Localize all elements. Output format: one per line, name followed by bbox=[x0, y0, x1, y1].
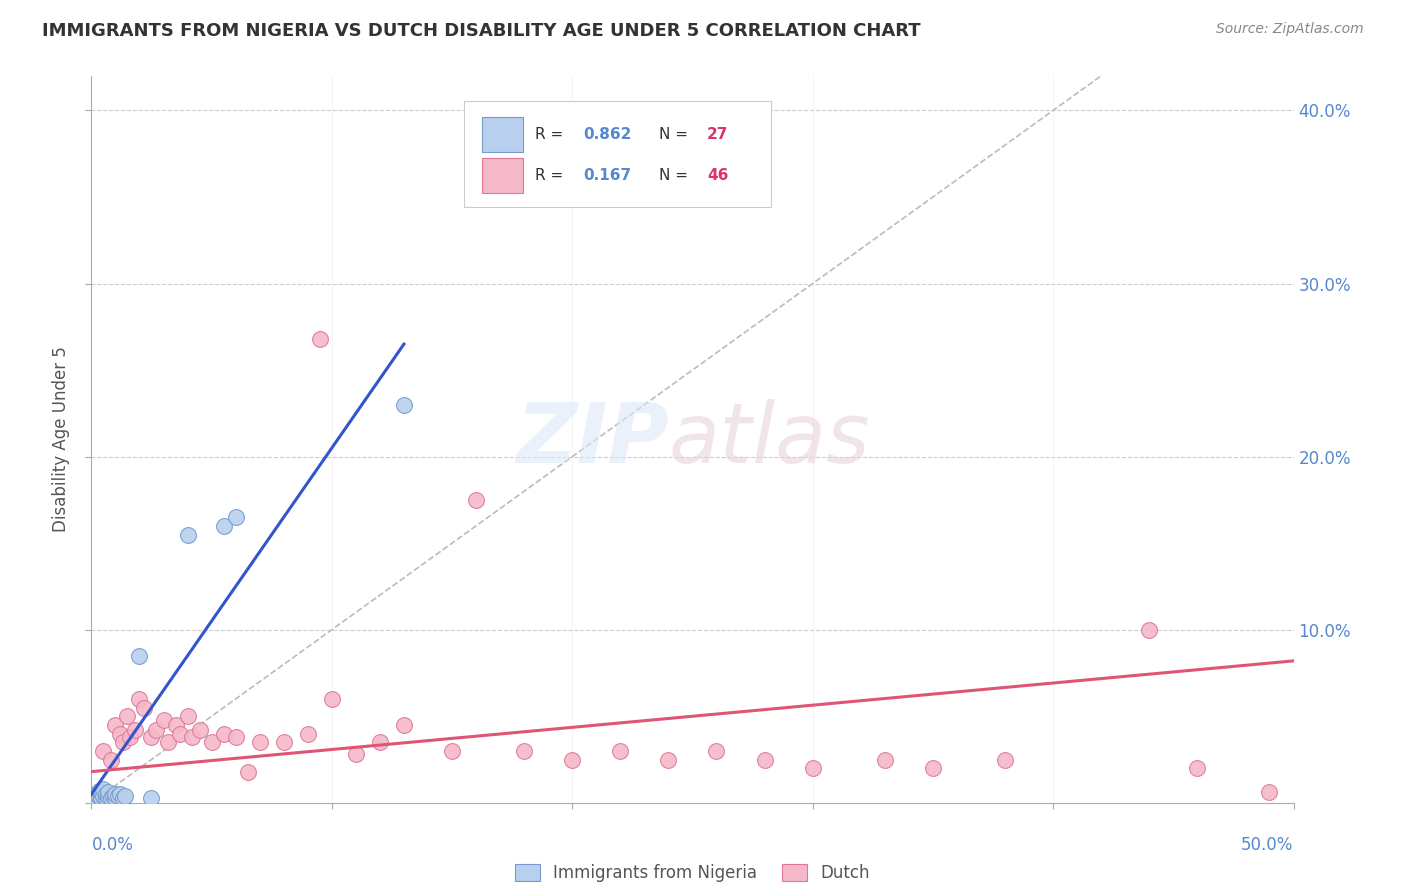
Point bbox=[84, 790, 107, 805]
FancyBboxPatch shape bbox=[464, 102, 770, 207]
Point bbox=[249, 735, 271, 749]
Point bbox=[513, 744, 536, 758]
Point bbox=[141, 730, 163, 744]
Point bbox=[754, 752, 776, 766]
Point bbox=[94, 790, 117, 805]
Text: 27: 27 bbox=[707, 127, 728, 142]
Point bbox=[225, 730, 247, 744]
Point bbox=[110, 787, 132, 801]
Point bbox=[392, 398, 415, 412]
Point bbox=[344, 747, 367, 762]
Point bbox=[801, 761, 824, 775]
Point bbox=[873, 752, 896, 766]
Point bbox=[110, 726, 132, 740]
Point bbox=[169, 726, 191, 740]
Point bbox=[165, 718, 187, 732]
Point bbox=[111, 735, 134, 749]
Point bbox=[134, 700, 156, 714]
Text: 0.862: 0.862 bbox=[583, 127, 631, 142]
Point bbox=[706, 744, 728, 758]
Point bbox=[440, 744, 463, 758]
Point bbox=[273, 735, 295, 749]
Point bbox=[321, 692, 343, 706]
Point bbox=[188, 723, 211, 737]
Text: 50.0%: 50.0% bbox=[1241, 836, 1294, 854]
Y-axis label: Disability Age Under 5: Disability Age Under 5 bbox=[52, 346, 70, 533]
Point bbox=[87, 789, 110, 803]
Point bbox=[118, 730, 141, 744]
Point bbox=[93, 744, 115, 758]
Point bbox=[84, 787, 107, 801]
Point bbox=[176, 527, 198, 541]
Point bbox=[212, 519, 235, 533]
Text: ZIP: ZIP bbox=[516, 399, 668, 480]
Point bbox=[114, 789, 136, 803]
Point bbox=[93, 789, 115, 803]
Point bbox=[465, 492, 488, 507]
Point bbox=[83, 792, 105, 806]
Point bbox=[212, 726, 235, 740]
Text: R =: R = bbox=[534, 127, 568, 142]
Point bbox=[104, 718, 127, 732]
Point bbox=[368, 735, 391, 749]
Point bbox=[1137, 623, 1160, 637]
Point bbox=[101, 789, 124, 803]
Point bbox=[297, 726, 319, 740]
Point bbox=[128, 692, 150, 706]
Point bbox=[1258, 785, 1281, 799]
Text: Source: ZipAtlas.com: Source: ZipAtlas.com bbox=[1216, 22, 1364, 37]
Point bbox=[93, 781, 115, 796]
Point bbox=[922, 761, 945, 775]
Point bbox=[176, 709, 198, 723]
Point bbox=[145, 723, 167, 737]
Point bbox=[111, 790, 134, 805]
FancyBboxPatch shape bbox=[482, 158, 523, 194]
Point bbox=[994, 752, 1017, 766]
Text: N =: N = bbox=[659, 127, 693, 142]
Point bbox=[87, 783, 110, 797]
Point bbox=[90, 785, 112, 799]
Point bbox=[97, 785, 120, 799]
Text: IMMIGRANTS FROM NIGERIA VS DUTCH DISABILITY AGE UNDER 5 CORRELATION CHART: IMMIGRANTS FROM NIGERIA VS DUTCH DISABIL… bbox=[42, 22, 921, 40]
Point bbox=[157, 735, 180, 749]
Point bbox=[657, 752, 679, 766]
Point bbox=[104, 787, 127, 801]
Point bbox=[97, 789, 120, 803]
Text: 0.167: 0.167 bbox=[583, 168, 631, 183]
Point bbox=[141, 790, 163, 805]
Legend: Immigrants from Nigeria, Dutch: Immigrants from Nigeria, Dutch bbox=[508, 857, 877, 889]
Point bbox=[236, 764, 259, 779]
Point bbox=[104, 790, 127, 805]
Point bbox=[94, 787, 117, 801]
Point bbox=[225, 510, 247, 524]
Point bbox=[107, 789, 129, 803]
Text: R =: R = bbox=[534, 168, 568, 183]
Point bbox=[308, 332, 330, 346]
FancyBboxPatch shape bbox=[482, 117, 523, 153]
Point bbox=[128, 648, 150, 663]
Point bbox=[124, 723, 146, 737]
Point bbox=[100, 752, 122, 766]
Point bbox=[561, 752, 583, 766]
Point bbox=[117, 709, 139, 723]
Point bbox=[181, 730, 204, 744]
Point bbox=[152, 713, 174, 727]
Point bbox=[609, 744, 631, 758]
Text: 46: 46 bbox=[707, 168, 728, 183]
Text: 0.0%: 0.0% bbox=[91, 836, 134, 854]
Point bbox=[90, 790, 112, 805]
Point bbox=[100, 790, 122, 805]
Point bbox=[1187, 761, 1209, 775]
Point bbox=[392, 718, 415, 732]
Text: atlas: atlas bbox=[668, 399, 870, 480]
Text: N =: N = bbox=[659, 168, 693, 183]
Point bbox=[201, 735, 224, 749]
